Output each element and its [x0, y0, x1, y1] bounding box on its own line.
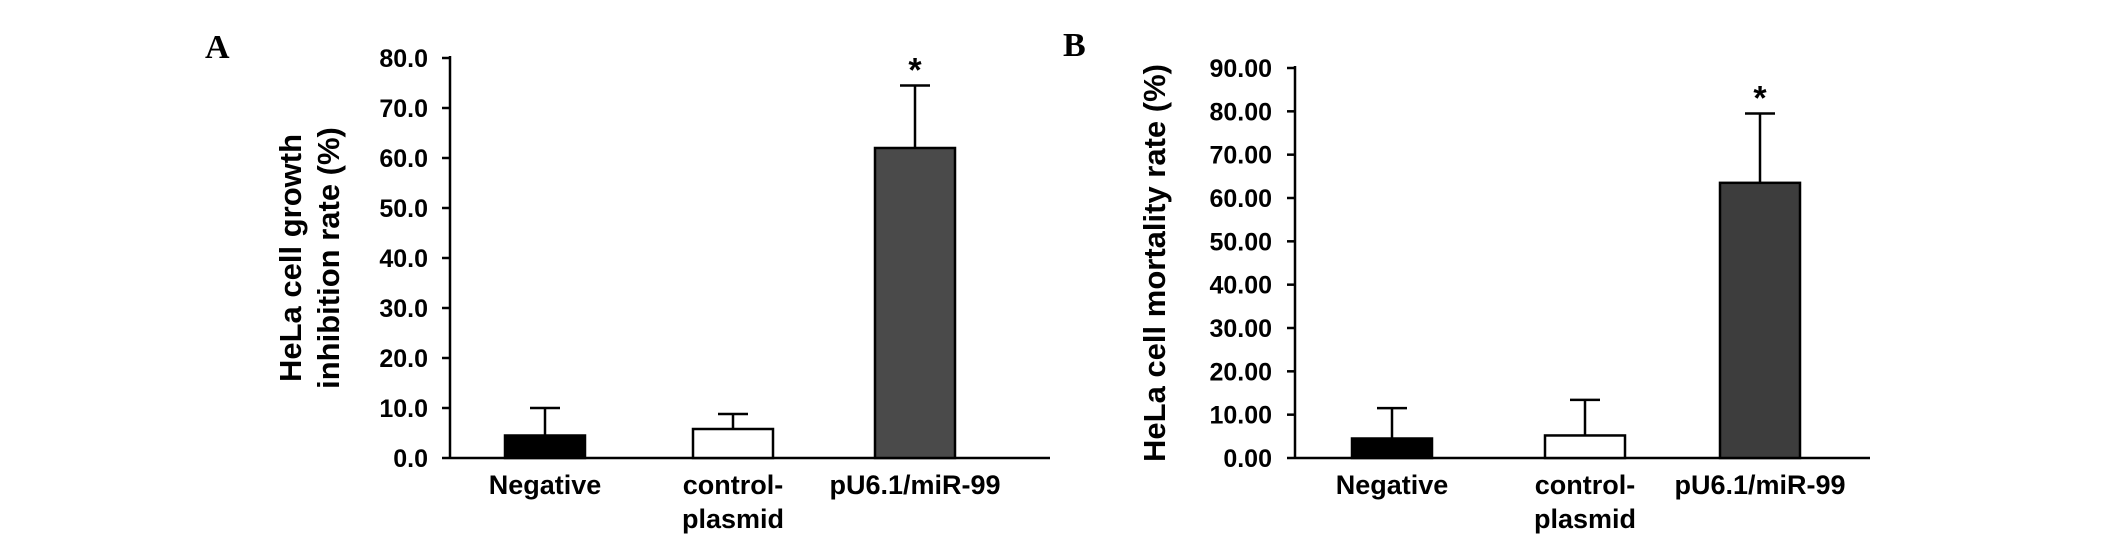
y-tick-label: 30.00: [1209, 315, 1272, 343]
y-tick-label: 50.00: [1209, 228, 1272, 256]
category-label: pU6.1/miR-99: [829, 470, 1000, 500]
y-tick-label: 80.00: [1209, 98, 1272, 126]
category-label: control-plasmid: [1534, 470, 1636, 534]
y-axis-title-line: HeLa cell growth: [273, 134, 308, 382]
category-label: Negative: [1336, 470, 1449, 500]
y-axis-title-line: HeLa cell mortality rate (%): [1137, 64, 1172, 462]
bar: [503, 434, 587, 460]
panel-letter: A: [205, 29, 230, 66]
y-tick-label: 60.00: [1209, 185, 1272, 213]
category-label-line: pU6.1/miR-99: [829, 470, 1000, 500]
y-tick-label: 10.00: [1209, 402, 1272, 430]
y-tick-label: 60.0: [379, 145, 428, 173]
y-axis-title-line: inhibition rate (%): [311, 127, 346, 389]
y-tick-label: 30.0: [379, 295, 428, 323]
panel-b: B 0.00 10.00 20.00 30.00 40.00 50.00 60.00 70.00…: [1063, 27, 1870, 534]
y-tick-label: 0.00: [1223, 445, 1272, 473]
category-label-line: control-: [683, 470, 784, 500]
y-tick-label: 20.00: [1209, 358, 1272, 386]
category-label-line: control-: [1535, 470, 1636, 500]
bar: [1350, 437, 1434, 460]
bar: [691, 427, 775, 460]
significance-marker: *: [1753, 80, 1767, 118]
bar: [1718, 181, 1802, 460]
bar: [1543, 434, 1627, 460]
significance-marker: *: [908, 52, 922, 90]
category-label-line: Negative: [489, 470, 602, 500]
category-label-line: Negative: [1336, 470, 1449, 500]
y-axis-title: HeLa cell mortality rate (%): [1137, 64, 1172, 462]
y-tick-label: 40.00: [1209, 272, 1272, 300]
category-label-line: plasmid: [682, 504, 784, 534]
category-label: control-plasmid: [682, 470, 784, 534]
y-tick-label: 40.0: [379, 245, 428, 273]
category-label: Negative: [489, 470, 602, 500]
category-label: pU6.1/miR-99: [1674, 470, 1845, 500]
y-tick-label: 80.0: [379, 45, 428, 73]
y-tick-label: 50.0: [379, 195, 428, 223]
y-tick-label: 90.00: [1209, 55, 1272, 83]
bar: [873, 146, 957, 460]
category-label-line: pU6.1/miR-99: [1674, 470, 1845, 500]
category-label-line: plasmid: [1534, 504, 1636, 534]
y-tick-label: 70.0: [379, 95, 428, 123]
y-tick-label: 0.0: [393, 445, 428, 473]
panel-letter: B: [1063, 27, 1086, 64]
y-tick-label: 70.00: [1209, 142, 1272, 170]
y-tick-label: 20.0: [379, 345, 428, 373]
y-tick-label: 10.0: [379, 395, 428, 423]
y-axis-title: HeLa cell growthinhibition rate (%): [273, 127, 346, 389]
panel-a: A 0.0 10.0 20.0 30.0 40.0 50.0 60.0 70.0 80.0 HeLa…: [205, 29, 1050, 534]
